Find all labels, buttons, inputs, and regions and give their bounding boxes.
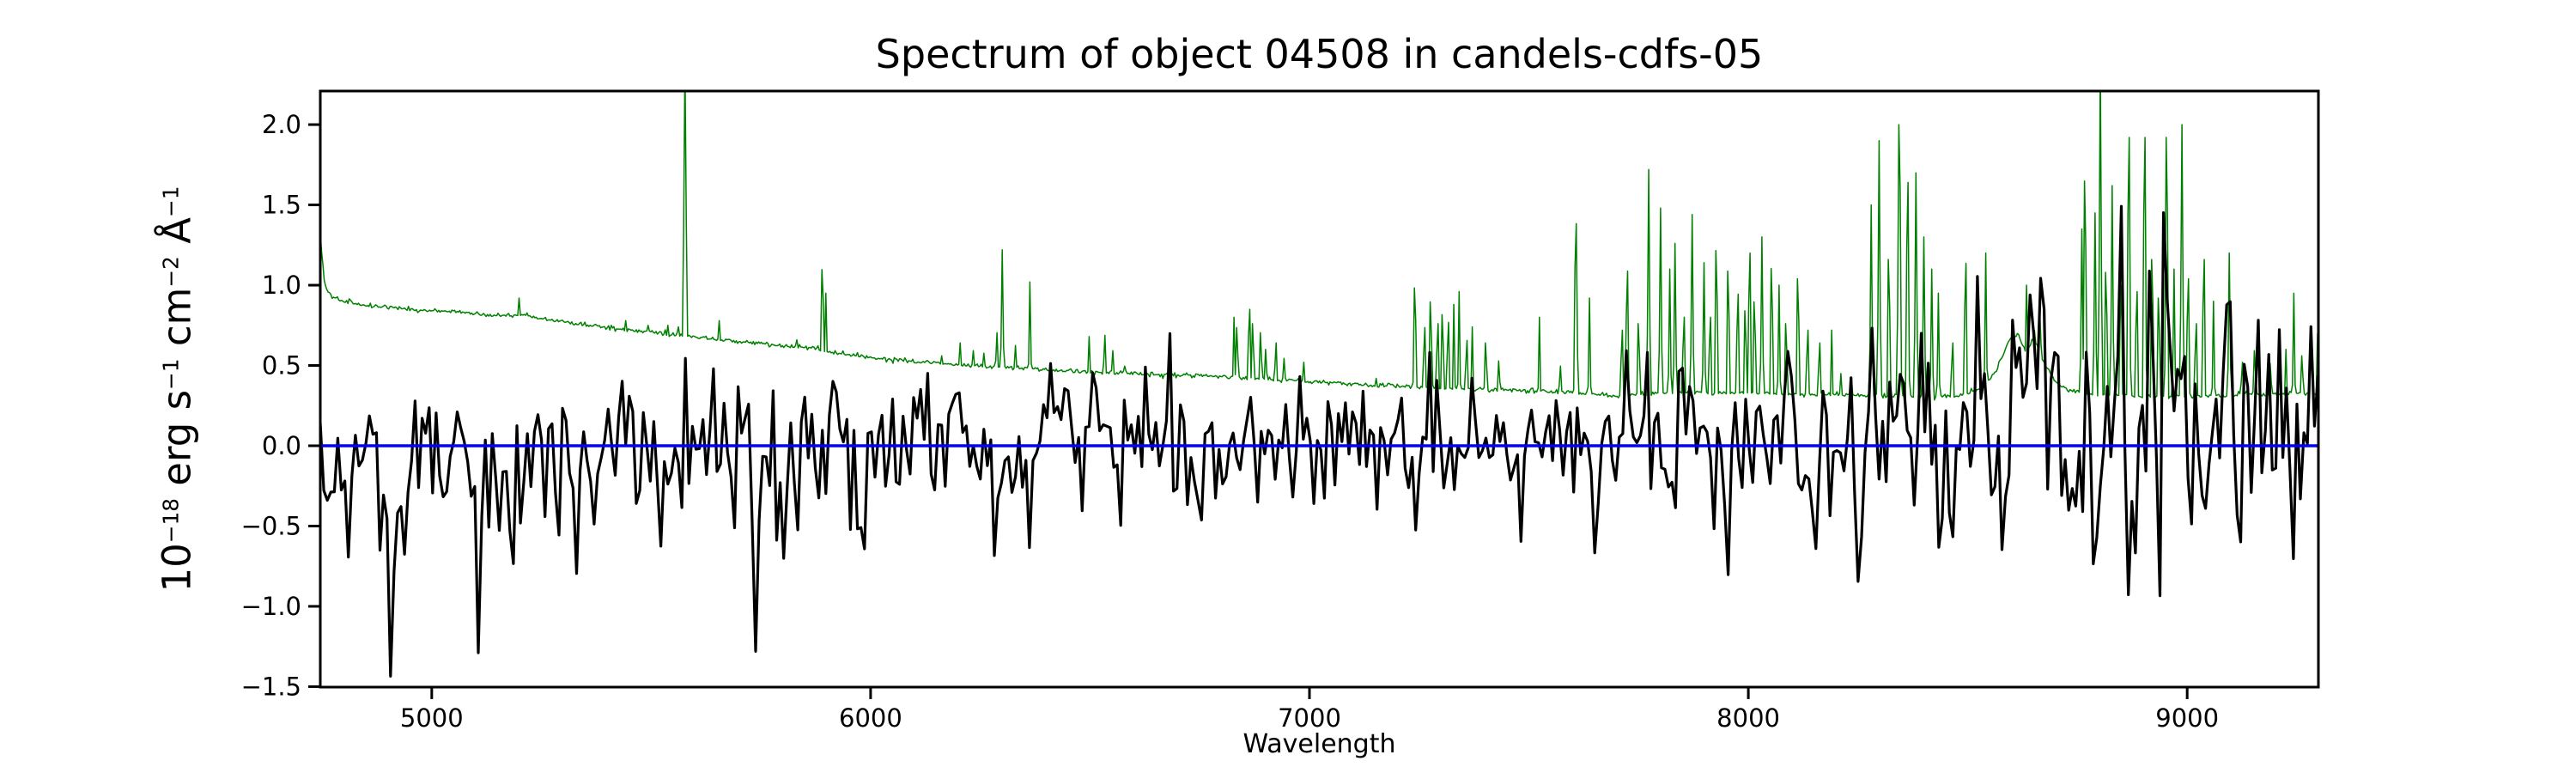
y-tick-label: 1.5 (262, 191, 301, 220)
y-tick-label: 0.0 (262, 431, 301, 460)
y-tick-label: −1.5 (241, 672, 301, 701)
y-axis-label-superscript: −2 (158, 256, 184, 288)
y-axis-label-superscript: −1 (158, 358, 184, 390)
y-tick-label: 0.5 (262, 351, 301, 380)
y-axis-label-text: erg s (154, 389, 200, 498)
x-tick-label: 5000 (400, 703, 464, 733)
x-tick-label: 8000 (1716, 703, 1780, 733)
y-tick-label: −1.0 (241, 592, 301, 621)
object-spectrum-line (320, 204, 2318, 678)
y-axis-label-text: 10 (154, 543, 200, 593)
x-tick-label: 6000 (839, 703, 902, 733)
x-tick-label: 7000 (1278, 703, 1341, 733)
x-tick-label: 9000 (2155, 703, 2219, 733)
sky-spectrum-line (320, 91, 2318, 401)
y-axis-label-text: cm (154, 287, 200, 359)
x-axis-label: Wavelength (1242, 729, 1396, 759)
chart-title: Spectrum of object 04508 in candels-cdfs… (875, 31, 1764, 77)
axes-spines (319, 89, 2320, 689)
y-tick-label: −0.5 (241, 511, 301, 540)
y-tick-label: 1.0 (262, 271, 301, 300)
y-axis-label-superscript: −1 (158, 186, 184, 218)
y-axis-label-text: Å (154, 217, 200, 257)
y-tick-label: 2.0 (262, 110, 301, 139)
y-axis-label-superscript: −18 (158, 498, 184, 544)
y-axis-label: 10−18 erg s−1 cm−2 Å−1 (155, 186, 200, 593)
